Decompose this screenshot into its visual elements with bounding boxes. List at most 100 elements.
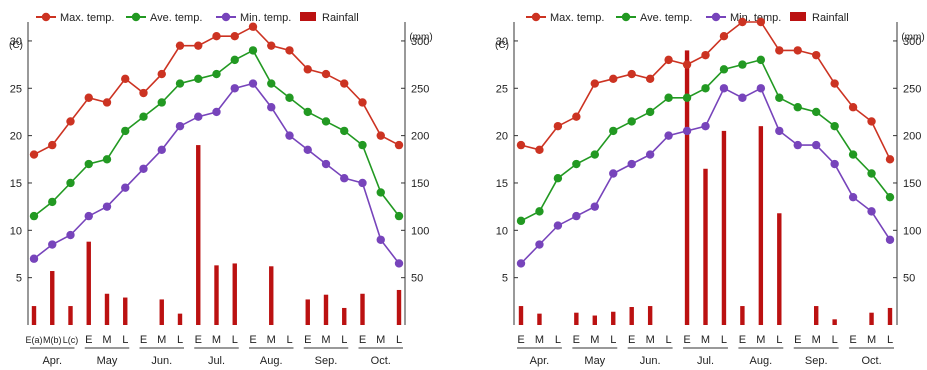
right-tick-label: 250 [903,83,921,95]
min-temp-point [738,93,747,102]
x-subtick-label: E [517,334,524,346]
left-tick-label: 25 [496,83,508,95]
left-tick-label: 5 [16,273,22,285]
rainfall-bar [86,241,91,325]
min-temp-point [29,254,39,263]
legend-rain-swatch [790,12,806,21]
month-label: Apr. [42,355,62,367]
ave-temp-point [102,155,112,164]
x-subtick-label: E [85,334,92,346]
min-temp-point [394,259,404,268]
min-temp-point [885,235,895,244]
ave-temp-point [139,112,148,121]
rainfall-bar [360,293,365,325]
min-temp-point [84,211,93,221]
max-temp-point [535,145,544,155]
x-subtick-label: M(b) [43,335,62,345]
max-temp-point [590,79,599,88]
min-temp-point [212,107,221,117]
max-temp-point [793,46,802,55]
max-temp-point [645,74,655,84]
min-temp-point [48,240,57,249]
x-subtick-label: E [573,334,580,346]
x-subtick-label: M [376,334,385,346]
ave-temp-point [29,211,39,221]
rainfall-bar [869,312,874,325]
ave-temp-point [121,126,130,136]
rainfall-bar [50,271,55,325]
x-subtick-label: E [195,334,202,346]
month-label: Apr. [530,355,550,367]
min-temp-point [812,140,821,150]
legend-min-label: Min. temp. [240,12,291,24]
ave-temp-point [627,117,636,126]
ave-temp-point [84,159,93,169]
min-temp-point [553,221,563,230]
ave-temp-point [516,216,526,226]
x-subtick-label: M [102,334,111,346]
min-temp-point [175,121,185,131]
x-subtick-label: L [887,334,893,346]
left-tick-label: 30 [496,36,508,48]
min-temp-point [645,150,655,159]
rainfall-bar [629,307,634,325]
min-temp-point [609,169,618,178]
max-temp-point [848,103,858,112]
min-temp-point [66,230,75,240]
max-temp-point [867,117,876,126]
legend: Max. temp. Ave. temp. Min. temp. Rainfall [36,12,359,24]
ave-temp-point [609,126,618,136]
x-subtick-label: L [232,334,238,346]
ave-temp-point [848,150,858,159]
max-temp-point [885,155,895,164]
max-temp-point [719,32,729,41]
x-subtick-label: L [610,334,616,346]
legend-min-marker [711,12,721,22]
min-temp-point [682,126,692,136]
min-temp-point [267,103,276,112]
max-temp-point [738,17,747,27]
right-axis-unit: (mm) [901,32,924,43]
max-temp-point [572,112,581,121]
left-tick-label: 15 [496,178,508,190]
max-temp-point [175,41,185,50]
left-tick-label: 25 [10,83,22,95]
left-tick-label: 20 [496,131,508,143]
ave-temp-point [194,74,203,84]
month-label: Jun. [640,355,661,367]
x-subtick-label: M [812,334,821,346]
max-temp-point [102,98,112,107]
min-temp-point [756,84,766,93]
chart-panel-2: Max. temp. Ave. temp. Min. temp. Rainfall(C… [495,12,925,367]
max-temp-point [139,88,148,98]
ave-temp-point [248,46,258,55]
rainfall-bar [721,130,727,325]
max-temp-point [121,74,130,84]
legend-rain-swatch [300,12,316,21]
right-tick-label: 300 [411,36,429,48]
x-subtick-label: M [756,334,765,346]
ave-temp-point [590,150,599,159]
min-temp-point [775,126,784,136]
rainfall-bar [177,313,183,325]
right-tick-label: 50 [411,273,423,285]
min-temp-point [303,145,312,155]
ave-temp-point [212,69,221,79]
max-temp-point [775,46,784,55]
x-subtick-label: E(a) [25,335,42,345]
month-label: Jun. [151,355,172,367]
min-temp-point [321,159,331,169]
rainfall-bar [647,306,653,325]
x-subtick-label: M [590,334,599,346]
max-temp-point [553,121,563,131]
month-label: May [584,355,605,367]
legend: Max. temp. Ave. temp. Min. temp. Rainfall [526,12,849,24]
x-subtick-label: L [122,334,128,346]
ave-temp-point [664,93,673,102]
x-subtick-label: L [666,334,672,346]
right-tick-label: 200 [411,131,429,143]
ave-temp-point [358,140,367,150]
rainfall-bar [232,263,237,325]
ave-temp-point [553,174,563,183]
ave-temp-point [285,93,294,102]
